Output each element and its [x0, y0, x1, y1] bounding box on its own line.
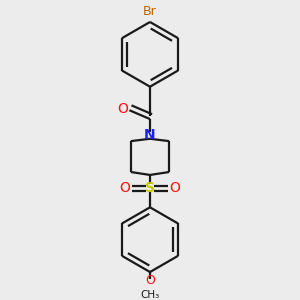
Text: CH₃: CH₃: [140, 290, 160, 300]
Text: O: O: [145, 274, 155, 287]
Text: S: S: [145, 181, 155, 195]
Text: O: O: [120, 181, 130, 195]
Text: Br: Br: [143, 4, 157, 18]
Text: N: N: [144, 128, 156, 142]
Text: O: O: [169, 181, 180, 195]
Text: O: O: [118, 102, 128, 116]
